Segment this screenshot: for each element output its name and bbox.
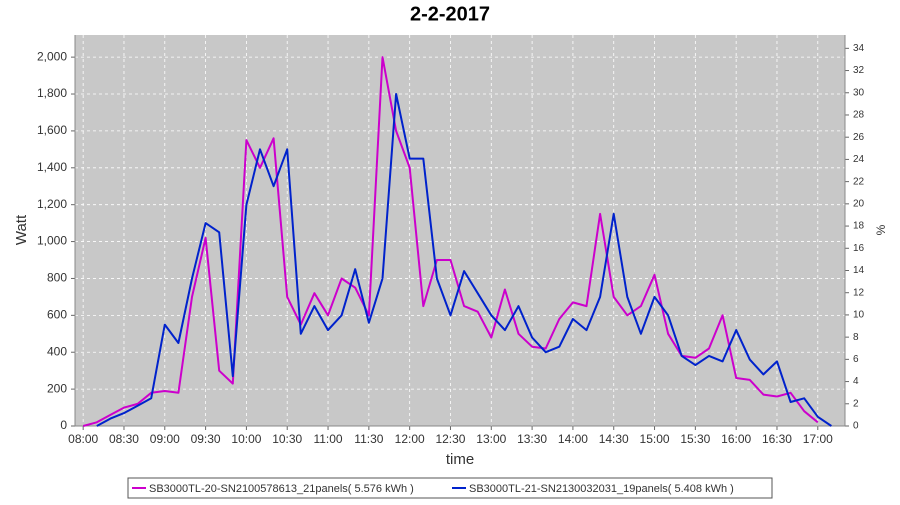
y-tick-label: 200 [47,381,67,395]
x-tick-label: 15:00 [640,432,670,446]
y2-tick-label: 0 [853,421,859,432]
x-tick-label: 13:30 [517,432,547,446]
x-tick-label: 14:00 [558,432,588,446]
chart-title: 2-2-2017 [410,3,490,25]
y-tick-label: 400 [47,344,67,358]
y2-tick-label: 26 [853,132,865,143]
x-tick-label: 11:30 [354,432,383,446]
x-tick-label: 08:00 [68,432,98,446]
y2-tick-label: 28 [853,110,865,121]
x-tick-label: 12:30 [435,432,465,446]
y2-tick-label: 10 [853,310,865,321]
y2-tick-label: 32 [853,65,865,76]
y2-tick-label: 12 [853,287,865,298]
x-tick-label: 15:30 [680,432,710,446]
x-tick-label: 16:30 [762,432,792,446]
legend-label: SB3000TL-21-SN2130032031_19panels( 5.408… [469,483,734,495]
y-tick-label: 1,400 [37,160,67,174]
x-tick-label: 08:30 [109,432,139,446]
y-tick-label: 1,600 [37,123,67,137]
y2-tick-label: 14 [853,265,865,276]
y2-tick-label: 8 [853,332,859,343]
y2-tick-label: 4 [853,376,859,387]
x-tick-label: 16:00 [721,432,751,446]
x-tick-label: 12:00 [395,432,425,446]
y2-tick-label: 2 [853,398,859,409]
x-tick-label: 09:00 [150,432,180,446]
y2-tick-label: 34 [853,43,865,54]
y2-tick-label: 16 [853,243,865,254]
y2-tick-label: 20 [853,198,865,209]
x-tick-label: 11:00 [313,432,342,446]
y-tick-label: 1,000 [37,234,67,248]
series-line [82,56,819,427]
y-axis-label: Watt [13,214,30,245]
legend-label: SB3000TL-20-SN2100578613_21panels( 5.576… [149,483,414,495]
y2-tick-label: 24 [853,154,865,165]
y2-axis-label: % [874,224,888,235]
y2-tick-label: 18 [853,221,865,232]
series-line [96,93,832,427]
x-tick-label: 10:00 [231,432,261,446]
x-tick-label: 10:30 [272,432,302,446]
y-tick-label: 2,000 [37,49,67,63]
y-tick-label: 0 [60,418,67,432]
x-tick-label: 09:30 [191,432,221,446]
y-tick-label: 1,200 [37,197,67,211]
x-axis-label: time [446,451,474,468]
x-tick-label: 13:00 [476,432,506,446]
y-tick-label: 1,800 [37,86,67,100]
x-tick-label: 17:00 [803,432,833,446]
y2-tick-label: 6 [853,354,859,365]
y-tick-label: 600 [47,308,67,322]
x-tick-label: 14:30 [599,432,629,446]
legend [127,477,773,499]
y2-tick-label: 22 [853,176,865,187]
y-tick-label: 800 [47,271,67,285]
y2-tick-label: 30 [853,87,865,98]
